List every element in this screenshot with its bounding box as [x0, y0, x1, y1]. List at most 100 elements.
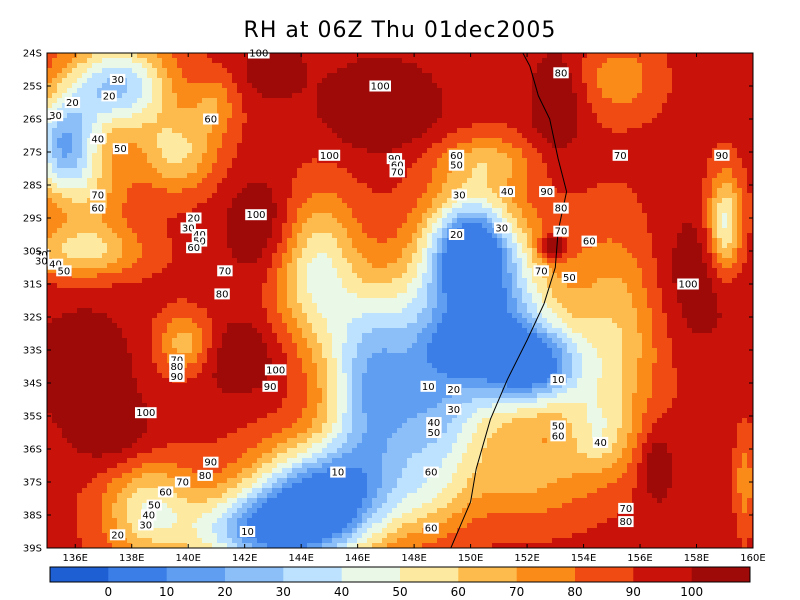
rh-cell	[377, 188, 383, 194]
rh-cell	[197, 113, 203, 119]
rh-cell	[47, 73, 53, 79]
rh-cell	[587, 223, 593, 229]
rh-cell	[147, 98, 153, 104]
rh-cell	[212, 158, 218, 164]
rh-cell	[222, 113, 228, 119]
rh-cell	[627, 98, 633, 104]
rh-cell	[447, 178, 453, 184]
rh-cell	[107, 133, 113, 139]
rh-cell	[732, 113, 738, 119]
rh-cell	[122, 108, 128, 114]
rh-cell	[457, 88, 463, 94]
rh-cell	[257, 158, 263, 164]
rh-cell	[152, 213, 158, 219]
rh-cell	[612, 183, 618, 189]
rh-cell	[362, 108, 368, 114]
rh-cell	[162, 183, 168, 189]
rh-cell	[82, 203, 88, 209]
rh-cell	[542, 203, 548, 209]
rh-cell	[242, 218, 248, 224]
rh-cell	[97, 178, 103, 184]
rh-cell	[702, 63, 708, 69]
rh-cell	[637, 58, 643, 64]
rh-cell	[327, 113, 333, 119]
rh-cell	[52, 88, 58, 94]
rh-cell	[472, 103, 478, 109]
rh-cell	[612, 103, 618, 109]
rh-cell	[212, 68, 218, 74]
rh-cell	[482, 63, 488, 69]
rh-cell	[362, 68, 368, 74]
rh-cell	[107, 123, 113, 129]
rh-cell	[387, 203, 393, 209]
rh-cell	[232, 118, 238, 124]
rh-cell	[162, 148, 168, 154]
rh-cell	[237, 133, 243, 139]
rh-cell	[672, 123, 678, 129]
rh-cell	[342, 208, 348, 214]
rh-cell	[702, 203, 708, 209]
rh-cell	[537, 203, 543, 209]
rh-cell	[332, 143, 338, 149]
rh-cell	[697, 88, 703, 94]
rh-cell	[487, 168, 493, 174]
rh-cell	[622, 73, 628, 79]
rh-cell	[482, 203, 488, 209]
rh-cell	[532, 203, 538, 209]
rh-cell	[152, 93, 158, 99]
rh-cell	[607, 103, 613, 109]
rh-cell	[77, 213, 83, 219]
rh-cell	[572, 113, 578, 119]
rh-cell	[447, 133, 453, 139]
rh-cell	[592, 68, 598, 74]
rh-cell	[197, 128, 203, 134]
rh-cell	[387, 148, 393, 154]
rh-cell	[247, 188, 253, 194]
rh-cell	[697, 168, 703, 174]
rh-cell	[532, 218, 538, 224]
rh-cell	[582, 98, 588, 104]
rh-cell	[442, 208, 448, 214]
rh-cell	[92, 98, 98, 104]
rh-cell	[302, 153, 308, 159]
rh-cell	[452, 213, 458, 219]
rh-cell	[442, 203, 448, 209]
rh-cell	[237, 88, 243, 94]
rh-cell	[332, 183, 338, 189]
rh-cell	[547, 53, 553, 59]
rh-cell	[47, 103, 53, 109]
rh-cell	[272, 208, 278, 214]
rh-cell	[507, 73, 513, 79]
rh-cell	[417, 193, 423, 199]
rh-cell	[562, 188, 568, 194]
rh-cell	[232, 113, 238, 119]
rh-cell	[232, 178, 238, 184]
rh-cell	[172, 68, 178, 74]
rh-cell	[512, 218, 518, 224]
rh-cell	[67, 153, 73, 159]
rh-cell	[402, 203, 408, 209]
rh-cell	[297, 218, 303, 224]
rh-cell	[412, 173, 418, 179]
rh-cell	[442, 58, 448, 64]
rh-cell	[557, 178, 563, 184]
rh-cell	[642, 208, 648, 214]
rh-cell	[487, 53, 493, 59]
rh-cell	[587, 68, 593, 74]
rh-cell	[572, 153, 578, 159]
rh-cell	[292, 113, 298, 119]
rh-cell	[167, 168, 173, 174]
rh-cell	[687, 203, 693, 209]
rh-cell	[577, 58, 583, 64]
rh-cell	[737, 198, 743, 204]
rh-cell	[642, 118, 648, 124]
rh-cell	[242, 83, 248, 89]
rh-cell	[242, 58, 248, 64]
rh-cell	[82, 188, 88, 194]
rh-cell	[422, 163, 428, 169]
rh-cell	[467, 113, 473, 119]
rh-cell	[137, 123, 143, 129]
rh-cell	[172, 98, 178, 104]
rh-cell	[342, 73, 348, 79]
rh-cell	[117, 58, 123, 64]
